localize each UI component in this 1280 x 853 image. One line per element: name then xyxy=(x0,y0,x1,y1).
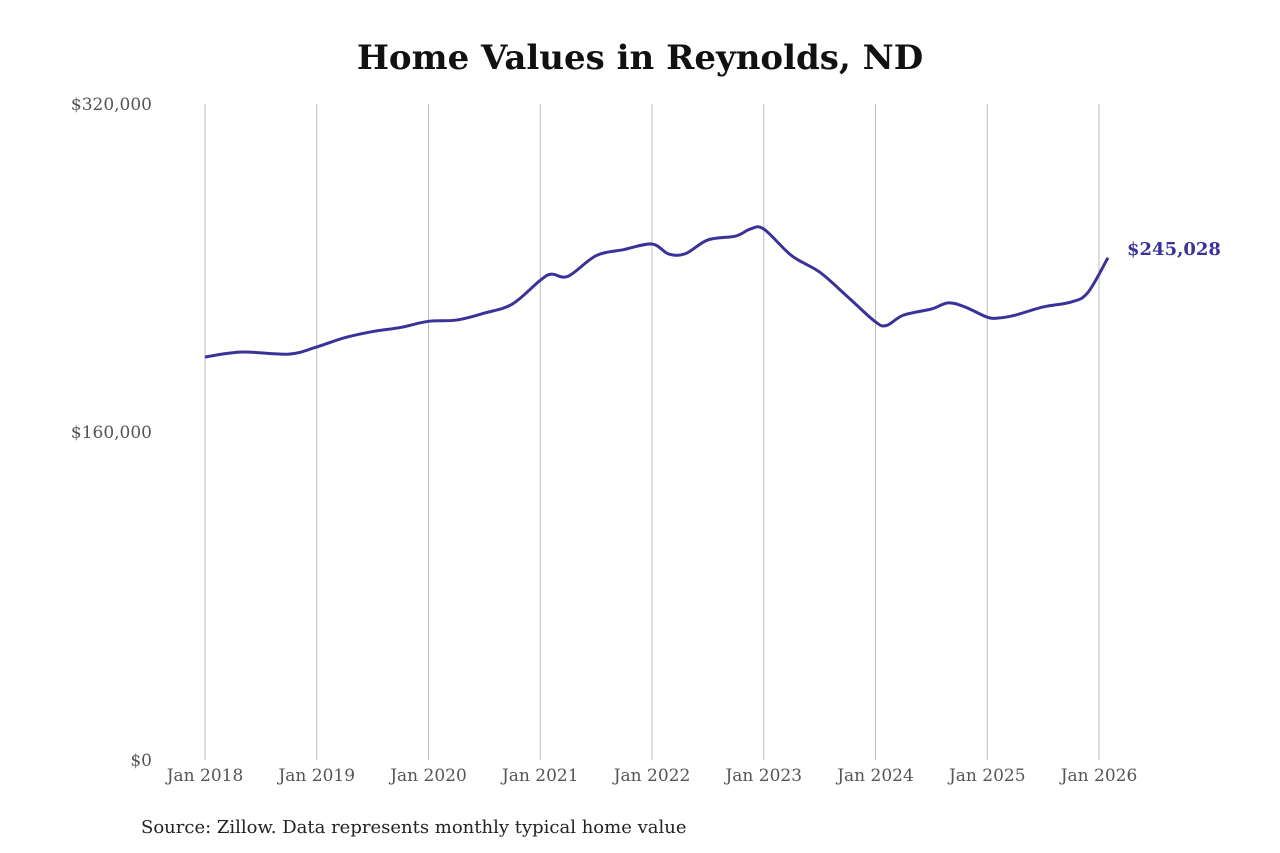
x-tick-label: Jan 2020 xyxy=(388,766,467,786)
x-tick-label: Jan 2026 xyxy=(1059,766,1138,786)
chart-title: Home Values in Reynolds, ND xyxy=(356,38,924,78)
source-note: Source: Zillow. Data represents monthly … xyxy=(141,817,687,838)
y-tick-label: $0 xyxy=(130,751,152,771)
x-tick-label: Jan 2019 xyxy=(276,766,355,786)
end-value-label: $245,028 xyxy=(1127,239,1221,260)
x-tick-label: Jan 2022 xyxy=(612,766,691,786)
x-tick-label: Jan 2021 xyxy=(500,766,579,786)
y-tick-label: $160,000 xyxy=(71,423,152,443)
series-line xyxy=(204,225,1110,359)
x-tick-label: Jan 2024 xyxy=(835,766,914,786)
x-tick-label: Jan 2018 xyxy=(165,766,244,786)
y-tick-label: $320,000 xyxy=(71,95,152,115)
x-tick-label: Jan 2023 xyxy=(723,766,802,786)
x-tick-label: Jan 2025 xyxy=(947,766,1026,786)
